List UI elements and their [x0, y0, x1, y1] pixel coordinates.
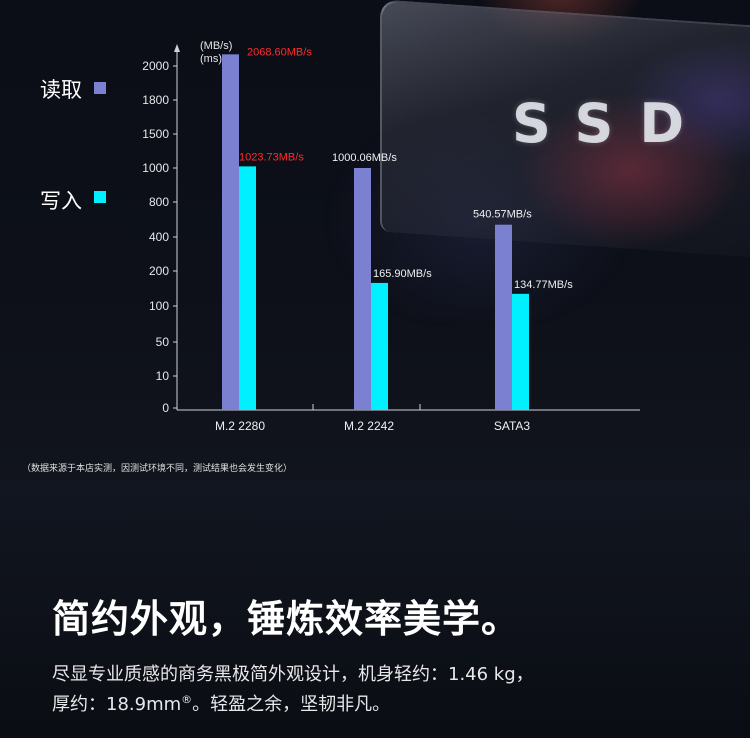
data-label-read: 540.57MB/s	[473, 209, 532, 221]
data-label-read: 1000.06MB/s	[332, 152, 397, 164]
legend-write-label: 写入	[40, 189, 82, 213]
y-tick-label: 800	[149, 195, 169, 209]
legend-read-swatch	[94, 82, 106, 94]
data-label-write: 165.90MB/s	[373, 268, 432, 280]
feature-section: 简约外观，锤炼效率美学。 尽显专业质感的商务黑极简外观设计，机身轻约：1.46 …	[0, 480, 750, 738]
legend-read-label: 读取	[40, 78, 82, 102]
data-label-read: 2068.60MB/s	[247, 46, 312, 58]
data-label-write: 134.77MB/s	[514, 279, 573, 291]
y-axis-arrow	[174, 44, 180, 52]
description-line-1: 尽显专业质感的商务黑极简外观设计，机身轻约：1.46 kg，	[52, 664, 534, 685]
y-unit-label-mbs: (MB/s)	[200, 40, 232, 52]
source-note: （数据来源于本店实测，因测试环境不同，测试结果也会发生变化）	[22, 464, 293, 474]
y-tick-label: 1500	[142, 127, 169, 141]
data-label-write: 1023.73MB/s	[239, 151, 304, 163]
y-tick-label: 50	[156, 335, 170, 349]
legend-write-swatch	[94, 191, 106, 203]
description-line-2: 厚约：18.9mm®。轻盈之余，坚韧非凡。	[52, 690, 390, 716]
y-tick-label: 200	[149, 264, 169, 278]
description-tail: 。轻盈之余，坚韧非凡。	[192, 694, 391, 715]
y-tick-label: 0	[162, 401, 169, 415]
bar-read	[354, 167, 371, 410]
y-unit-label-ms: (ms)	[200, 53, 222, 65]
bar-read	[495, 224, 512, 410]
bar-write	[239, 166, 256, 410]
bar-write	[371, 282, 388, 410]
x-category-label: M.2 2280	[215, 419, 265, 433]
bar-write	[512, 293, 529, 410]
y-tick-label: 400	[149, 230, 169, 244]
ssd-logo: SSD	[512, 92, 711, 155]
chart-section: SSD (MB/s) (ms) 0 10 50 100 200 400 800 1000 1500 1…	[0, 0, 750, 480]
description-thickness: 厚约：18.9mm	[52, 694, 182, 715]
speed-bar-chart: (MB/s)(ms) 0 10 50 100 200 400 800 1000 1500 1800 2…	[142, 40, 640, 433]
x-category-label: M.2 2242	[344, 419, 394, 433]
y-tick-label: 100	[149, 299, 169, 313]
bar-read	[222, 54, 239, 410]
y-tick-label: 1800	[142, 93, 169, 107]
y-tick-label: 2000	[142, 59, 169, 73]
x-category-label: SATA3	[494, 419, 531, 433]
registered-mark: ®	[181, 693, 193, 706]
y-tick-label: 10	[156, 369, 170, 383]
y-tick-label: 1000	[142, 161, 169, 175]
headline: 简约外观，锤炼效率美学。	[52, 597, 521, 641]
